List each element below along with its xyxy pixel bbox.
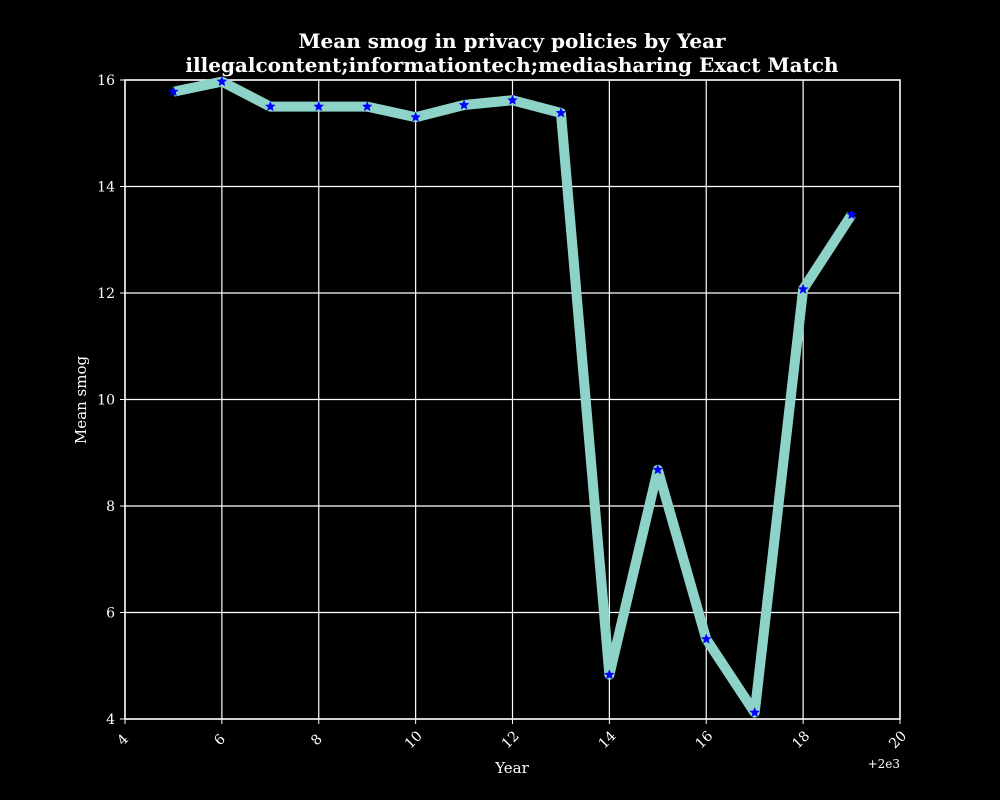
data-point-star	[797, 283, 809, 294]
data-point-star	[264, 100, 276, 112]
chart-title-line2: illegalcontent;informationtech;mediashar…	[185, 53, 839, 77]
data-point-star	[749, 706, 761, 718]
y-tick-label: 10	[97, 393, 115, 409]
data-point-star	[361, 100, 373, 112]
chart-title-line1: Mean smog in privacy policies by Year	[298, 29, 726, 53]
data-point-star	[313, 100, 325, 112]
data-point-star	[846, 209, 857, 220]
y-tick-label: 14	[97, 180, 115, 196]
data-point-star	[168, 86, 179, 97]
series-layer	[168, 75, 857, 718]
y-tick-label: 16	[97, 73, 115, 89]
y-tick-label: 8	[106, 499, 115, 515]
x-axis-offset-label: +2e3	[868, 757, 900, 771]
data-point-star	[652, 464, 664, 475]
y-tick-label: 12	[97, 286, 115, 302]
data-point-star	[555, 107, 567, 118]
y-axis-label: Mean smog	[72, 356, 90, 445]
data-point-star	[216, 75, 228, 87]
y-tick-label: 6	[106, 606, 115, 622]
data-point-star	[458, 99, 470, 110]
data-point-star	[507, 94, 518, 105]
y-tick-label: 4	[106, 712, 115, 728]
x-axis-label: Year	[494, 759, 529, 777]
data-point-star	[700, 633, 712, 644]
data-point-star	[410, 111, 422, 122]
data-point-star	[603, 669, 615, 680]
